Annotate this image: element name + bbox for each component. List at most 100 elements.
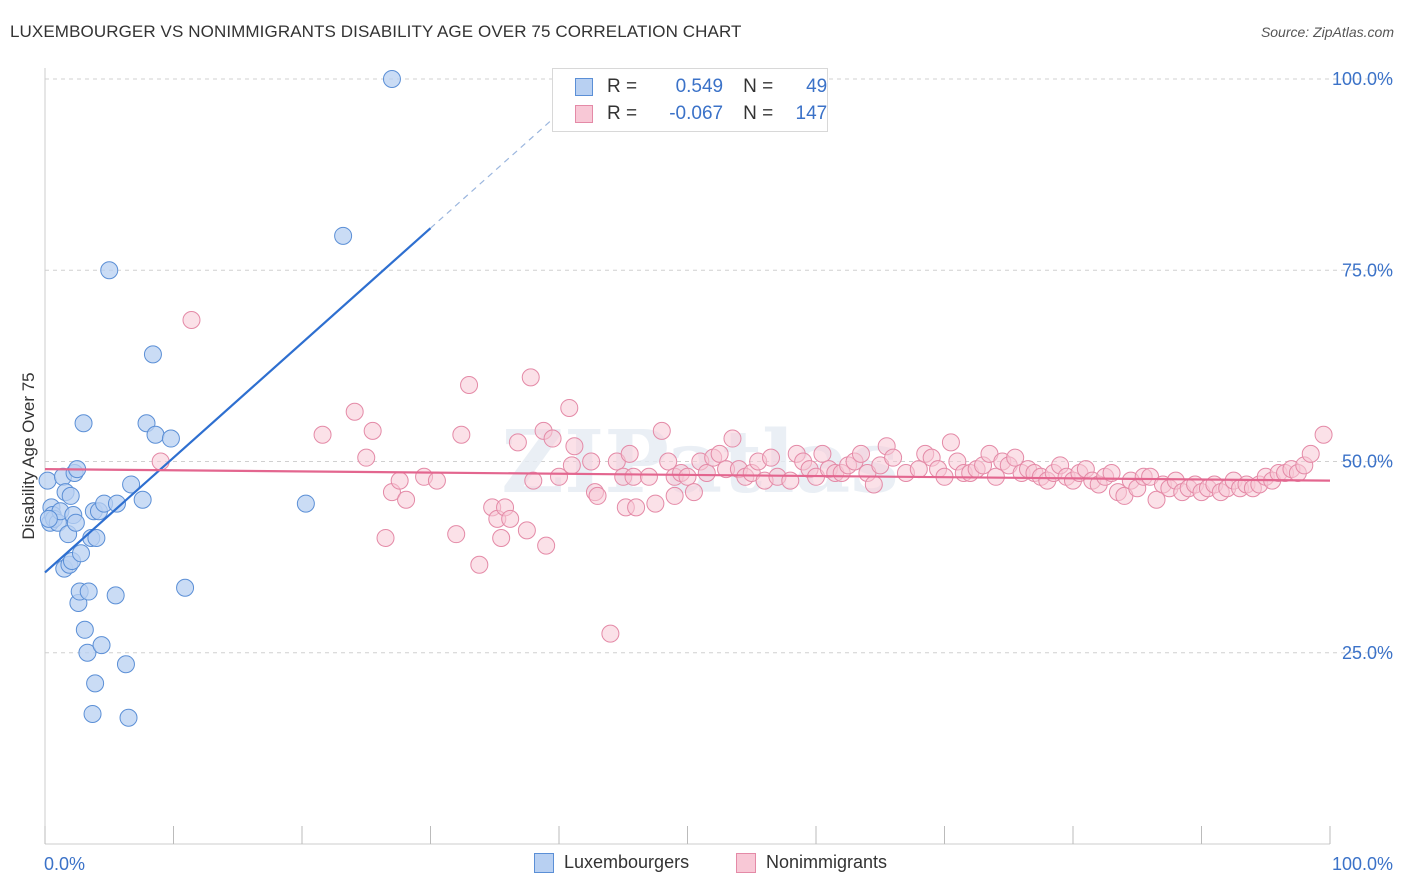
nonimmigrants-point [620, 444, 639, 463]
nonimmigrants-point [537, 536, 556, 555]
nonimmigrants-point [652, 421, 671, 440]
nonimmigrants-point [582, 452, 601, 471]
nonimmigrants-point [1006, 448, 1025, 467]
nonimmigrants-point [1314, 425, 1333, 444]
luxembourgers-point [78, 643, 97, 662]
nonimmigrants-point [376, 529, 395, 547]
legend-r-value: -0.067 [669, 103, 724, 124]
nonimmigrants-point [313, 425, 332, 444]
luxembourgers-point [61, 486, 80, 505]
y-tick-label: 75.0% [1342, 260, 1393, 280]
nonimmigrants-point [665, 486, 684, 505]
nonimmigrants-point [864, 475, 883, 494]
luxembourgers-point [92, 636, 111, 655]
nonimmigrants-point [550, 467, 568, 486]
luxembourgers-point [161, 429, 180, 448]
luxembourgers-trend-extension [430, 112, 560, 229]
luxembourgers-point [116, 655, 135, 674]
legend-row-nonimmigrants: R = -0.067 N = 147 [575, 103, 827, 125]
nonimmigrants-point [624, 467, 643, 486]
x-tick-label-min: 0.0% [44, 854, 85, 874]
axis-layer [44, 68, 1331, 845]
nonimmigrants-point [182, 310, 201, 329]
luxembourgers-point [107, 494, 126, 513]
y-tick-label: 50.0% [1342, 452, 1393, 472]
legend-swatch-nonimmigrants [736, 852, 756, 873]
nonimmigrants-point [508, 433, 527, 452]
legend-swatch-luxembourgers [575, 78, 593, 96]
y-tick-label: 25.0% [1342, 643, 1393, 663]
nonimmigrants-point [639, 467, 658, 486]
legend-r-value: 0.549 [675, 76, 724, 97]
nonimmigrants-point [659, 452, 678, 471]
legend-n-value: 147 [795, 103, 828, 124]
legend-item-nonimmigrants: Nonimmigrants [736, 852, 887, 873]
luxembourgers-point [79, 582, 98, 601]
nonimmigrants-point [501, 509, 520, 528]
legend-n-label: N = [743, 103, 774, 124]
axis-labels: 25.0% 50.0% 75.0% 100.0% 0.0% 100.0% Disabilit… [19, 69, 1393, 874]
nonimmigrants-trend-line [44, 468, 1331, 482]
nonimmigrants-point [447, 525, 466, 544]
legend-row-luxembourgers: R = 0.549 N = 49 [575, 76, 827, 98]
luxembourgers-point [38, 471, 57, 490]
legend-swatch-luxembourgers [534, 852, 554, 873]
trend-lines [44, 112, 1331, 574]
nonimmigrants-point [851, 444, 870, 463]
nonimmigrants-point [397, 490, 416, 509]
chart-title: LUXEMBOURGER VS NONIMMIGRANTS DISABILITY… [10, 22, 742, 41]
y-tick-label: 100.0% [1332, 69, 1393, 89]
luxembourgers-points [38, 70, 401, 727]
luxembourgers-point [382, 70, 401, 88]
luxembourgers-point [100, 261, 119, 280]
nonimmigrants-point [646, 494, 665, 513]
nonimmigrants-point [363, 421, 382, 440]
nonimmigrants-point [452, 425, 471, 444]
nonimmigrants-point [678, 467, 697, 486]
legend-label-luxembourgers: Luxembourgers [564, 852, 690, 872]
nonimmigrants-point [884, 448, 903, 467]
nonimmigrants-point [565, 437, 584, 456]
nonimmigrants-point [357, 448, 376, 467]
nonimmigrants-point [684, 483, 703, 502]
nonimmigrants-point [470, 555, 489, 574]
legend-r-label: R = [607, 103, 638, 124]
nonimmigrants-point [151, 452, 170, 471]
nonimmigrants-point [1301, 444, 1320, 463]
nonimmigrants-point [427, 471, 446, 490]
nonimmigrants-point [390, 471, 409, 490]
luxembourgers-point [122, 475, 141, 494]
luxembourgers-point [296, 494, 315, 513]
luxembourgers-point [71, 544, 90, 563]
nonimmigrants-point [562, 456, 581, 475]
legend-r-label: R = [607, 76, 638, 97]
luxembourgers-point [106, 586, 125, 605]
legend-swatch-nonimmigrants [575, 105, 593, 123]
nonimmigrants-point [601, 624, 620, 643]
source-label: Source: ZipAtlas.com [1260, 24, 1394, 40]
nonimmigrants-point [1102, 463, 1121, 482]
nonimmigrants-point [543, 429, 562, 448]
nonimmigrants-point [762, 448, 781, 467]
nonimmigrants-point [697, 463, 716, 482]
luxembourgers-point [75, 620, 94, 639]
nonimmigrants-point [588, 486, 607, 505]
nonimmigrants-point [1147, 490, 1166, 509]
luxembourgers-point [39, 509, 58, 528]
luxembourgers-point [86, 674, 105, 693]
luxembourgers-point [119, 708, 138, 727]
luxembourgers-trend-line [44, 227, 432, 574]
luxembourgers-point [146, 425, 165, 444]
luxembourgers-point [74, 414, 93, 433]
nonimmigrants-points [151, 310, 1333, 643]
legend-label-nonimmigrants: Nonimmigrants [766, 852, 888, 872]
nonimmigrants-point [460, 376, 479, 394]
luxembourgers-point [143, 345, 162, 364]
legend-n-value: 49 [806, 76, 828, 97]
y-axis-label: Disability Age Over 75 [19, 372, 38, 539]
luxembourgers-point [133, 490, 152, 509]
nonimmigrants-point [521, 368, 540, 387]
series-legend: Luxembourgers Nonimmigrants [0, 852, 1406, 876]
nonimmigrants-point [710, 444, 729, 463]
